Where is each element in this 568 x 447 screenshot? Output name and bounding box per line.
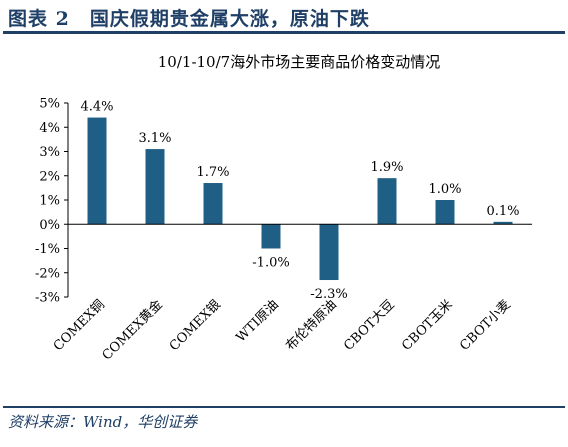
bar-2 <box>145 149 165 225</box>
data-label: -2.3% <box>310 287 347 302</box>
y-tick-label: 0% <box>39 218 60 233</box>
data-label: 1.0% <box>428 182 461 197</box>
header-rule <box>3 31 565 34</box>
bar-1 <box>87 117 107 225</box>
data-label: 1.7% <box>196 165 229 180</box>
footer-rule <box>3 406 565 408</box>
category-label: CBOT小麦 <box>457 297 514 354</box>
category-label: COMEX黄金 <box>99 297 166 364</box>
category-label: 布伦特原油 <box>283 297 340 354</box>
y-tick-label: 5% <box>39 97 60 112</box>
y-tick-label: -3% <box>35 291 60 306</box>
category-label: COMEX银 <box>167 297 224 354</box>
data-label: 1.9% <box>370 160 403 175</box>
bar-7 <box>435 200 455 225</box>
y-tick-label: 2% <box>39 169 60 184</box>
bar-3 <box>203 183 223 225</box>
data-label: 0.1% <box>486 204 519 219</box>
bar-6 <box>377 178 397 225</box>
category-label: CBOT玉米 <box>399 297 456 354</box>
category-label: CBOT大豆 <box>341 297 398 354</box>
y-tick-label: 3% <box>39 145 60 160</box>
data-label: 3.1% <box>138 131 171 146</box>
bar-chart: 10/1-10/7海外市场主要商品价格变动情况 5% 4% 3% 2% 1% 0% -1% -… <box>35 53 532 364</box>
category-label: COMEX铜 <box>51 297 108 354</box>
figure-title: 图表 2 国庆假期贵金属大涨，原油下跌 <box>8 8 370 30</box>
y-tick-label: -2% <box>35 266 60 281</box>
chart-title: 10/1-10/7海外市场主要商品价格变动情况 <box>158 53 440 71</box>
category-label: WTI原油 <box>234 297 282 345</box>
bar-4 <box>261 224 281 249</box>
figure-header: 图表 2 国庆假期贵金属大涨，原油下跌 <box>0 0 568 36</box>
y-axis: 5% 4% 3% 2% 1% 0% -1% -2% -3% <box>35 97 69 306</box>
y-tick-label: 1% <box>39 194 60 209</box>
source-note: 资料来源：Wind，华创证券 <box>8 413 198 431</box>
y-tick-label: -1% <box>35 242 60 257</box>
data-label: -1.0% <box>252 256 289 271</box>
y-tick-label: 4% <box>39 121 60 136</box>
bars-group: 4.4% 3.1% 1.7% -1.0% -2.3% 1.9% 1.0% 0.1% <box>80 100 519 302</box>
data-label: 4.4% <box>80 100 113 115</box>
bar-8 <box>493 221 513 225</box>
bar-5 <box>319 224 339 281</box>
